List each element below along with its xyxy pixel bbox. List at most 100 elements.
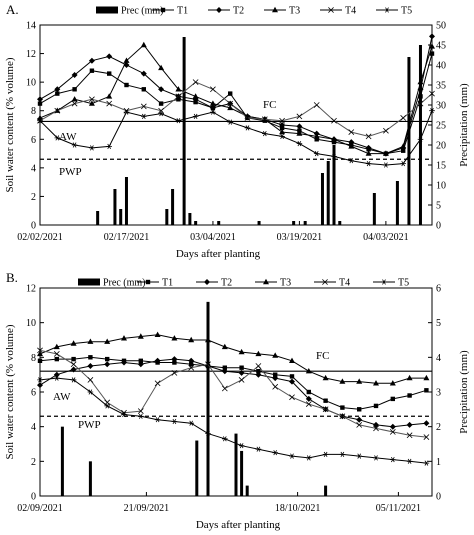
series-point	[382, 162, 390, 168]
series-point	[365, 160, 372, 167]
x-tick-label: 05/11/2021	[376, 503, 421, 514]
y2-tick-label: 15	[436, 161, 446, 172]
series-point	[357, 407, 362, 412]
series-point	[140, 113, 148, 120]
series-point	[37, 382, 43, 389]
series-point	[389, 456, 396, 463]
series-line	[39, 81, 433, 137]
series-point	[175, 117, 182, 124]
precipitation-bar	[60, 426, 64, 496]
precipitation-bar	[257, 221, 261, 225]
series-point	[87, 376, 94, 383]
series-point	[278, 133, 286, 140]
x-tick-label: 03/19/2021	[277, 232, 323, 243]
y2-axis-label: Precipitation (mm)	[458, 83, 470, 167]
y2-tick-label: 2	[436, 422, 441, 433]
x-tick-label: 02/09/2021	[17, 503, 63, 514]
precipitation-bar	[418, 45, 422, 225]
y2-tick-label: 0	[436, 221, 441, 232]
series-point	[106, 93, 113, 99]
y-tick-label: 2	[31, 192, 36, 203]
series-lines	[36, 331, 430, 466]
legend-swatch	[78, 278, 100, 286]
series-point	[71, 356, 76, 362]
series-point	[406, 421, 413, 428]
precipitation-bar	[119, 209, 123, 225]
precipitation-bar	[332, 145, 336, 225]
series-point	[221, 385, 228, 392]
series-point	[54, 356, 59, 362]
legend-item: T3	[264, 6, 300, 17]
series-point	[71, 142, 78, 148]
series-t4	[37, 347, 430, 441]
series-point	[88, 355, 93, 360]
pwp-label: PWP	[78, 419, 101, 431]
series-point	[356, 453, 363, 459]
series-t4	[37, 79, 436, 140]
series-point	[424, 388, 429, 393]
legend-item: T5	[376, 6, 412, 17]
y-tick-label: 4	[31, 422, 36, 433]
precipitation-bar	[88, 461, 92, 496]
legend-label: T3	[280, 278, 291, 289]
fc-label: FC	[316, 350, 329, 362]
series-point	[238, 376, 245, 383]
fc-label: FC	[263, 99, 276, 111]
legend-label: T4	[339, 278, 350, 289]
series-point	[70, 361, 77, 368]
series-point	[171, 418, 178, 425]
y2-tick-label: 6	[436, 284, 441, 295]
y-tick-label: 0	[31, 492, 36, 503]
precipitation-bar	[217, 221, 221, 225]
legend-label: T5	[401, 6, 412, 17]
legend-label: T4	[345, 6, 356, 17]
series-point	[209, 86, 216, 93]
series-point	[157, 110, 165, 117]
series-t2	[37, 33, 435, 157]
series-line	[39, 44, 433, 155]
series-point	[340, 405, 345, 410]
series-point	[400, 160, 407, 167]
series-point	[105, 143, 113, 150]
precipitation-bar	[407, 57, 411, 225]
reference-lines	[40, 120, 432, 160]
y2-tick-label: 1	[436, 457, 441, 468]
legend: Prec (mm) T1 T2 T3 T4 T5	[96, 6, 412, 17]
y2-tick-label: 4	[436, 353, 441, 364]
y2-tick-label: 35	[436, 81, 446, 92]
series-point	[53, 371, 60, 378]
precipitation-bar	[188, 213, 192, 225]
legend-item: T4	[320, 6, 356, 17]
series-point	[389, 423, 396, 430]
precipitation-bar	[303, 221, 307, 225]
legend-label: T5	[398, 278, 409, 289]
precipitation-bar	[372, 193, 376, 225]
reference-lines	[40, 370, 432, 417]
series-point	[289, 374, 295, 379]
series-t1	[37, 355, 429, 412]
series-point	[154, 331, 161, 337]
pwp-label: PWP	[59, 166, 82, 178]
y2-tick-label: 10	[436, 181, 446, 192]
legend-item: T1	[137, 278, 173, 289]
series-point	[272, 449, 279, 456]
y-tick-label: 10	[26, 318, 36, 329]
series-line	[39, 110, 433, 166]
y2-tick-label: 20	[436, 141, 446, 152]
precipitation-bar	[338, 221, 342, 225]
y-tick-label: 8	[31, 106, 36, 117]
series-line	[39, 349, 427, 438]
series-point	[261, 130, 268, 137]
y-tick-label: 12	[26, 49, 36, 60]
y2-tick-label: 5	[436, 201, 441, 212]
precipitation-bar	[113, 189, 117, 225]
x-tick-label: 21/09/2021	[124, 503, 170, 514]
series-point	[221, 435, 229, 442]
y-axis-ticks: 0 2 4 6 8 10 12	[26, 284, 44, 503]
series-point	[400, 114, 407, 121]
legend-swatch	[96, 6, 118, 14]
legend-label: T1	[162, 278, 173, 289]
legend-label: T2	[233, 6, 244, 17]
series-point	[390, 396, 395, 402]
legend-item: T2	[196, 278, 232, 289]
